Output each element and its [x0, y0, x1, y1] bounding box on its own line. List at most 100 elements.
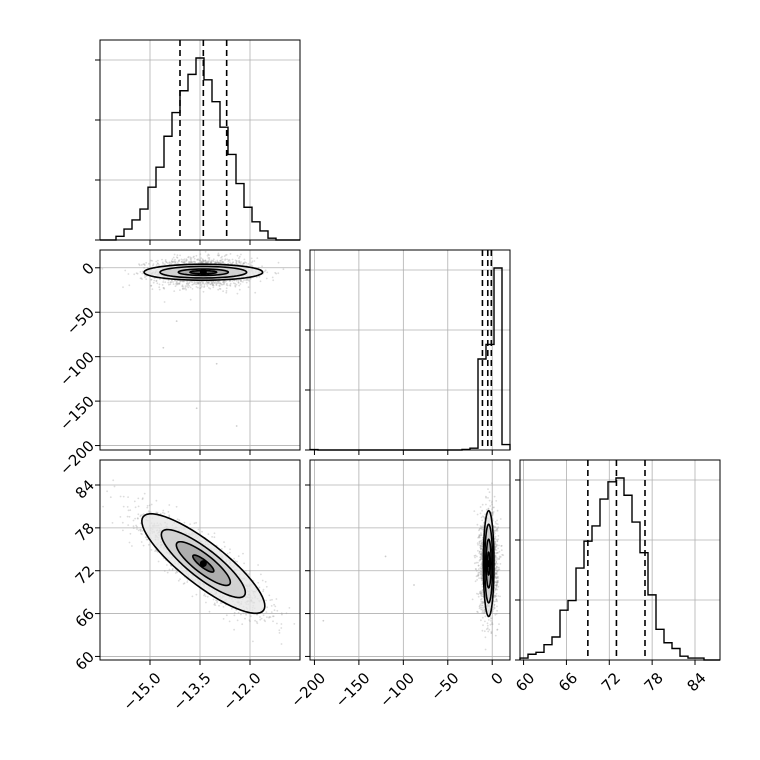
y-tick-label: −50 — [63, 304, 98, 339]
scatter-point — [494, 545, 496, 548]
scatter-point — [164, 259, 167, 261]
scatter-point — [162, 278, 165, 281]
scatter-point — [200, 257, 203, 259]
scatter-point — [209, 283, 212, 286]
scatter-point — [480, 573, 483, 575]
scatter-point — [254, 619, 256, 622]
scatter-point — [482, 524, 485, 527]
scatter-point — [473, 562, 476, 565]
scatter-point — [184, 285, 187, 288]
scatter-point — [222, 606, 225, 608]
scatter-point — [272, 620, 274, 623]
scatter-point — [276, 609, 279, 612]
scatter-point — [478, 528, 481, 531]
scatter-point — [180, 260, 183, 263]
scatter-point — [141, 497, 144, 500]
scatter-point — [280, 627, 283, 629]
y-tick-label: −200 — [56, 437, 98, 479]
scatter-point — [493, 603, 496, 606]
scatter-point — [152, 263, 155, 266]
scatter-point — [496, 544, 499, 547]
panel-frame — [519, 459, 721, 661]
scatter-point — [229, 262, 232, 265]
scatter-point — [278, 632, 281, 634]
scatter-point — [478, 550, 481, 553]
scatter-point — [496, 581, 499, 583]
scatter-point — [199, 281, 202, 284]
scatter-point — [195, 281, 197, 283]
x-tick-label: −13.5 — [170, 669, 215, 714]
scatter-point — [243, 279, 245, 281]
scatter-point — [479, 547, 482, 550]
scatter-point — [132, 519, 135, 522]
scatter-point — [495, 584, 498, 587]
scatter-point — [200, 285, 203, 288]
scatter-point — [494, 529, 497, 532]
scatter-point — [223, 545, 226, 548]
scatter-point — [483, 522, 485, 524]
scatter-point — [229, 280, 232, 282]
scatter-point — [495, 613, 498, 615]
scatter-point — [479, 512, 482, 515]
scatter-point — [188, 262, 190, 264]
scatter-point — [142, 544, 145, 547]
scatter-point — [229, 261, 231, 264]
scatter-point — [497, 577, 499, 579]
x-tick-label: 84 — [684, 669, 710, 695]
scatter-point — [155, 264, 158, 266]
scatter-point — [242, 262, 245, 265]
scatter-point — [495, 584, 498, 587]
x-tick-label: −15.0 — [120, 669, 165, 714]
scatter-point — [480, 558, 483, 561]
scatter-point — [141, 530, 144, 532]
scatter-point — [211, 284, 214, 287]
scatter-point — [483, 609, 485, 612]
scatter-point — [483, 516, 485, 518]
panels-layer: 60 66 72 78 84−200−150−100−500−15.0 −13.5 −12.… — [56, 39, 721, 714]
scatter-point — [479, 527, 482, 529]
scatter-point — [217, 280, 219, 283]
scatter-point — [262, 590, 264, 593]
scatter-point — [260, 573, 262, 576]
scatter-point — [478, 540, 481, 543]
scatter-point — [166, 571, 169, 574]
scatter-point — [482, 624, 484, 627]
scatter-point — [225, 253, 228, 256]
scatter-point — [482, 515, 484, 518]
y-tick-label: 60 — [72, 648, 98, 674]
scatter-point — [186, 285, 188, 287]
scatter-point — [480, 545, 483, 548]
scatter-point — [190, 261, 193, 264]
scatter-point — [150, 284, 153, 287]
scatter-point — [199, 259, 202, 262]
scatter-point — [201, 530, 203, 533]
scatter-point — [238, 284, 241, 287]
scatter-point — [237, 611, 240, 614]
scatter-point — [128, 515, 131, 518]
scatter-point — [238, 288, 241, 291]
scatter-point — [176, 261, 179, 264]
scatter-point — [495, 562, 497, 565]
scatter-point — [157, 560, 160, 563]
scatter-point — [187, 255, 190, 258]
scatter-point — [159, 512, 162, 515]
scatter-point — [180, 258, 183, 261]
scatter-point — [151, 259, 154, 262]
scatter-point — [202, 290, 205, 293]
scatter-point — [136, 517, 139, 519]
scatter-point — [163, 512, 166, 515]
scatter-point — [158, 288, 161, 291]
scatter-point — [214, 261, 217, 264]
scatter-point — [218, 604, 220, 607]
scatter-point — [493, 495, 496, 498]
scatter-point — [133, 273, 136, 276]
scatter-point — [488, 628, 491, 631]
scatter-point — [496, 566, 499, 569]
scatter-point — [191, 261, 193, 264]
scatter-point — [224, 258, 227, 261]
scatter-point — [270, 605, 273, 607]
scatter-point — [249, 620, 251, 623]
scatter-point — [199, 284, 202, 286]
scatter-point — [237, 555, 240, 558]
scatter-point — [495, 544, 498, 547]
